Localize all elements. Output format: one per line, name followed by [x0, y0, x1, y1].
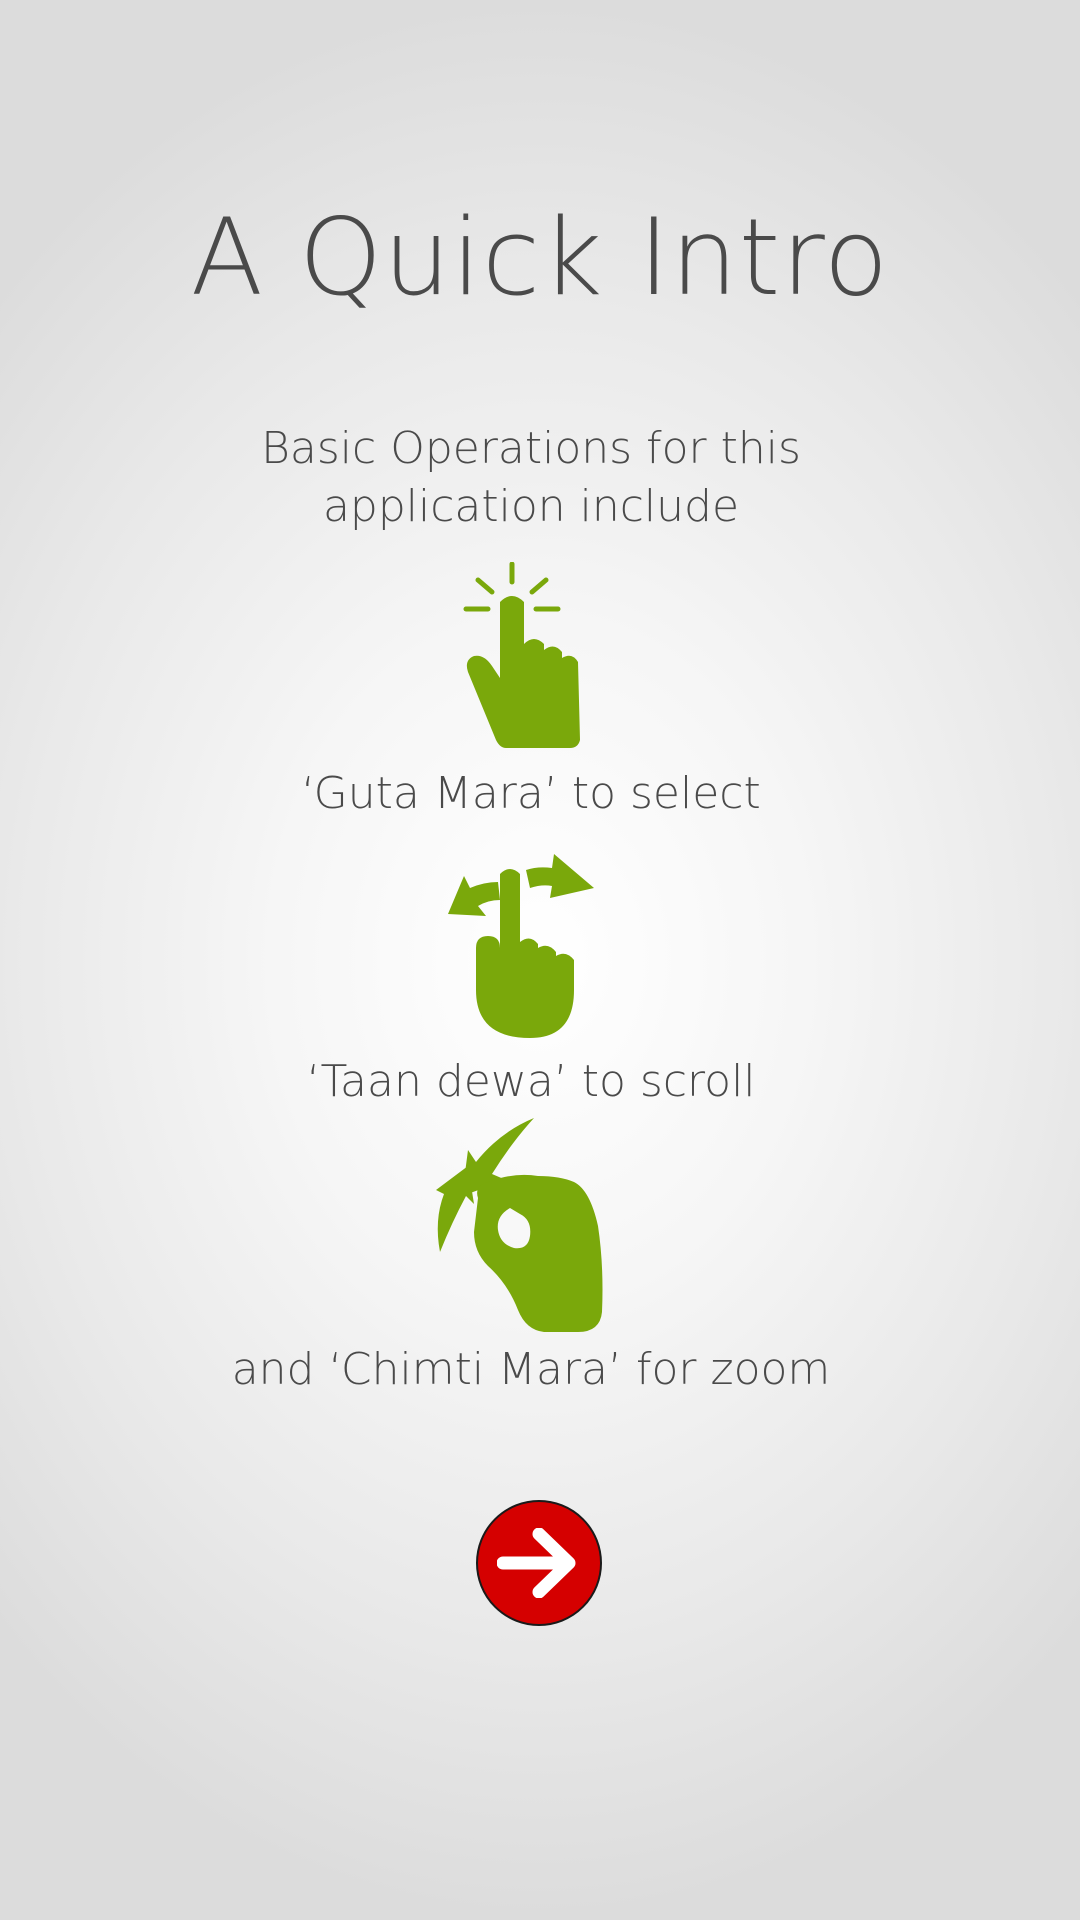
pinch-gesture-icon — [436, 1118, 603, 1332]
gesture-label-zoom: and ‘Chimti Mara’ for zoom — [231, 1344, 831, 1395]
arrow-right-icon — [497, 1528, 576, 1598]
next-button[interactable] — [476, 1500, 602, 1626]
intro-subtitle-line2: application include — [322, 481, 740, 532]
swipe-gesture-icon — [448, 854, 594, 1038]
intro-title: A Quick Intro — [190, 196, 890, 319]
intro-subtitle-line1: Basic Operations for this — [261, 423, 801, 474]
intro-subtitle: Basic Operations for this application in… — [0, 420, 1062, 536]
gesture-label-select: ‘Guta Mara’ to select — [301, 768, 761, 819]
tap-gesture-icon — [463, 562, 580, 748]
gesture-label-scroll: ‘Taan dewa’ to scroll — [306, 1056, 756, 1107]
